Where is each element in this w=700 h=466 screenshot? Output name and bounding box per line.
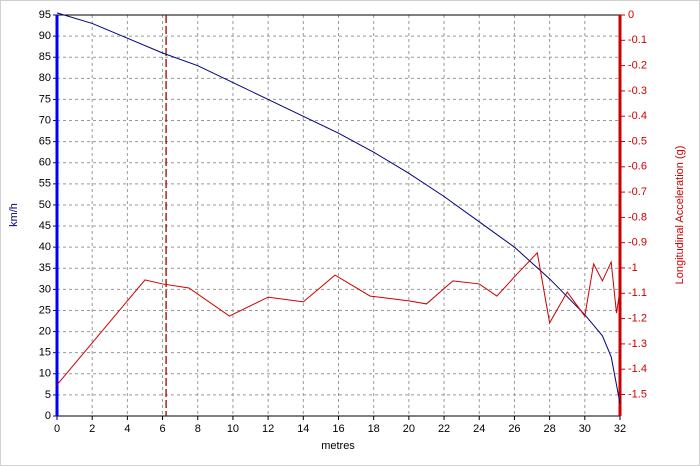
y2-tick-label: -1.4 [628,363,647,375]
x-tick-label: 4 [124,423,130,435]
y-tick-label: 5 [45,389,51,401]
y-tick-label: 45 [39,220,51,232]
x-tick-label: 32 [614,423,626,435]
y2-tick-label: -0.1 [628,34,647,46]
y2-tick-label: -1.3 [628,338,647,350]
y2-tick-label: -0.9 [628,237,647,249]
y-tick-label: 80 [39,72,51,84]
x-axis-label: metres [321,440,355,452]
y2-tick-label: 0 [628,9,634,21]
y-tick-label: 65 [39,136,51,148]
x-tick-label: 0 [54,423,60,435]
y-tick-label: 90 [39,30,51,42]
x-tick-label: 30 [579,423,591,435]
y2-tick-label: -0.5 [628,135,647,147]
y2-tick-label: -1 [628,262,638,274]
y-axis-label: km/h [8,203,20,227]
x-tick-label: 6 [160,423,166,435]
y-tick-label: 60 [39,157,51,169]
x-tick-label: 24 [473,423,485,435]
y2-tick-label: -1.2 [628,313,647,325]
y-tick-label: 55 [39,178,51,190]
x-tick-label: 2 [89,423,95,435]
y-tick-label: 15 [39,347,51,359]
x-tick-label: 12 [262,423,274,435]
x-tick-label: 20 [403,423,415,435]
y-tick-label: 20 [39,325,51,337]
x-tick-label: 16 [332,423,344,435]
y2-tick-label: -0.8 [628,211,647,223]
series-line [56,251,621,386]
y-tick-label: 85 [39,51,51,63]
x-tick-label: 10 [227,423,239,435]
y-tick-label: 50 [39,199,51,211]
y-tick-label: 30 [39,283,51,295]
y2-tick-label: -1.1 [628,287,647,299]
y2-tick-label: -0.7 [628,186,647,198]
y-tick-label: 10 [39,368,51,380]
x-tick-label: 22 [438,423,450,435]
y2-tick-label: -0.4 [628,110,647,122]
y2-tick-label: -0.3 [628,85,647,97]
x-tick-label: 26 [508,423,520,435]
y-tick-label: 70 [39,114,51,126]
y-tick-label: 95 [39,9,51,21]
y-tick-label: 35 [39,262,51,274]
y2-tick-label: -0.2 [628,60,647,72]
x-tick-label: 28 [544,423,556,435]
y2-axis-label: Longitudinal Acceleration (g) [674,146,686,285]
y2-tick-label: -0.6 [628,161,647,173]
y-tick-label: 75 [39,93,51,105]
x-tick-label: 14 [297,423,309,435]
y-tick-label: 40 [39,241,51,253]
x-tick-label: 8 [195,423,201,435]
y-tick-label: 0 [45,410,51,422]
y2-tick-label: -1.5 [628,388,647,400]
y-tick-label: 25 [39,304,51,316]
x-tick-label: 18 [368,423,380,435]
